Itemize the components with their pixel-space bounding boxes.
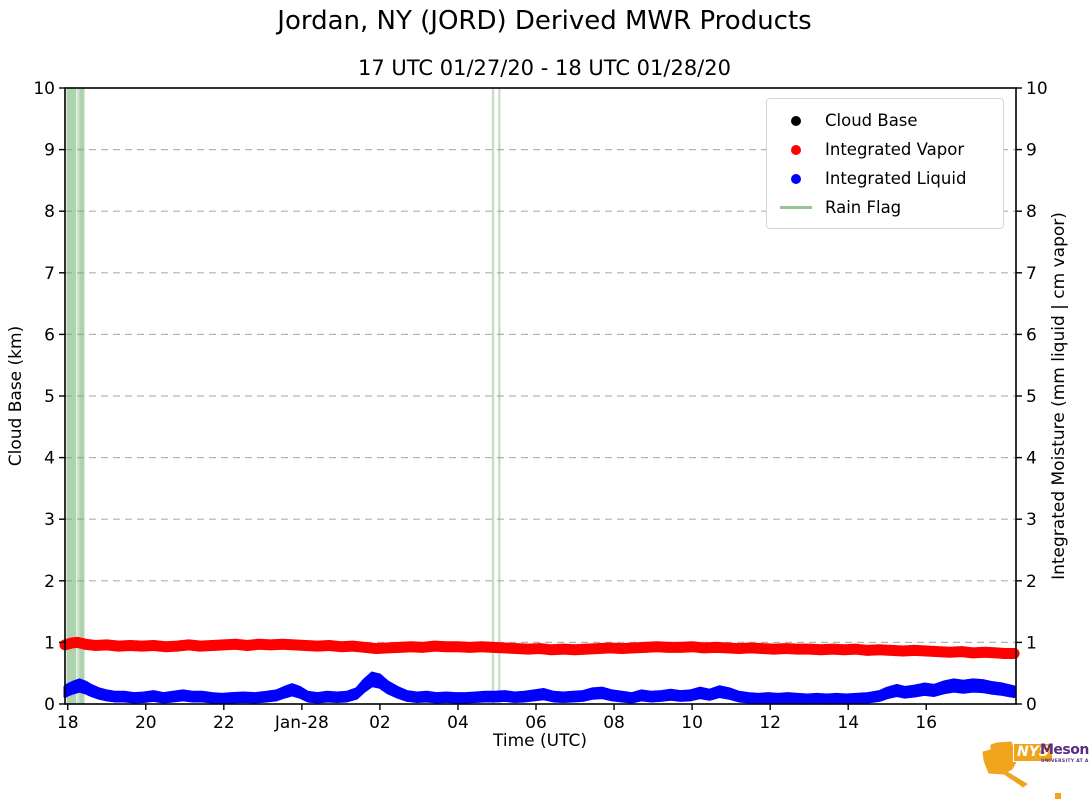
legend-marker-cell [767, 206, 825, 209]
y-tick-label-right-1: 1 [1026, 633, 1037, 653]
integrated-vapor-dot-icon [791, 144, 801, 155]
y-axis-label-right: Integrated Moisture (mm liquid | cm vapo… [1049, 212, 1069, 580]
x-tick-label-06: 06 [525, 713, 547, 733]
legend-marker-cell [767, 144, 825, 155]
y-tick-label-right-7: 7 [1026, 264, 1037, 284]
y-tick-label-left-2: 2 [44, 572, 55, 592]
rain-flag-band-0 [66, 88, 77, 704]
legend-item-integrated-liquid: Integrated Liquid [767, 164, 1003, 193]
x-tick-label-20: 20 [135, 713, 157, 733]
y-tick-label-left-3: 3 [44, 510, 55, 530]
rain-flag-line-icon [780, 206, 812, 209]
y-tick-label-right-9: 9 [1026, 141, 1037, 161]
x-tick-label-12: 12 [759, 713, 781, 733]
x-tick-label-04: 04 [447, 713, 469, 733]
x-tick-label-02: 02 [369, 713, 391, 733]
integrated-liquid-dot-icon [791, 173, 801, 184]
logo-nys-text: NYS [1013, 743, 1053, 762]
chart-title: Jordan, NY (JORD) Derived MWR Products [277, 6, 812, 36]
rain-flag-band-3 [491, 88, 495, 704]
x-tick-label-22: 22 [213, 713, 235, 733]
y-tick-label-left-1: 1 [44, 633, 55, 653]
logo-orange-square [1055, 793, 1061, 799]
x-tick-label-08: 08 [603, 713, 625, 733]
x-tick-label-14: 14 [837, 713, 859, 733]
y-tick-label-left-10: 10 [33, 79, 55, 99]
y-axis-label-left: Cloud Base (km) [6, 325, 26, 467]
legend-label-cloud-base: Cloud Base [825, 111, 918, 130]
x-tick-label-10: 10 [681, 713, 703, 733]
y-tick-label-left-7: 7 [44, 264, 55, 284]
y-tick-label-left-4: 4 [44, 449, 55, 469]
y-tick-label-right-5: 5 [1026, 387, 1037, 407]
integrated-vapor-trace [59, 636, 1020, 659]
y-tick-label-left-0: 0 [44, 695, 55, 715]
chart-subtitle: 17 UTC 01/27/20 - 18 UTC 01/28/20 [358, 56, 731, 80]
rain-flag-band-4 [498, 88, 501, 704]
y-tick-label-right-4: 4 [1026, 449, 1037, 469]
y-tick-label-right-6: 6 [1026, 325, 1037, 345]
logo-mesonet-text: Mesonet [1040, 742, 1089, 758]
y-tick-label-left-6: 6 [44, 325, 55, 345]
y-tick-label-right-3: 3 [1026, 510, 1037, 530]
rain-flag-band-1 [77, 88, 80, 704]
logo-tagline-text: UNIVERSITY AT ALBANY [1041, 759, 1089, 764]
legend-box: Cloud Base Integrated Vapor Integrated Liq… [766, 98, 1004, 229]
legend-marker-cell [767, 173, 825, 184]
y-tick-label-right-10: 10 [1026, 79, 1048, 99]
x-axis-label: Time (UTC) [493, 731, 587, 751]
nys-mesonet-logo: NYS Mesonet UNIVERSITY AT ALBANY [977, 736, 1089, 800]
legend-item-integrated-vapor: Integrated Vapor [767, 135, 1003, 164]
rain-flag-band-2 [79, 88, 85, 704]
x-tick-label-18: 18 [57, 713, 79, 733]
legend-label-integrated-liquid: Integrated Liquid [825, 169, 967, 188]
integrated-liquid-trace [63, 671, 1016, 705]
legend-item-rain-flag: Rain Flag [767, 193, 1003, 222]
legend-label-rain-flag: Rain Flag [825, 198, 902, 217]
y-tick-label-left-9: 9 [44, 141, 55, 161]
y-tick-label-left-5: 5 [44, 387, 55, 407]
y-tick-label-right-2: 2 [1026, 572, 1037, 592]
legend-item-cloud-base: Cloud Base [767, 106, 1003, 135]
cloud-base-dot-icon [791, 115, 801, 126]
legend-marker-cell [767, 115, 825, 126]
x-tick-label-Jan-28: Jan-28 [274, 713, 329, 733]
y-tick-label-right-0: 0 [1026, 695, 1037, 715]
legend-label-integrated-vapor: Integrated Vapor [825, 140, 965, 159]
x-tick-label-16: 16 [915, 713, 937, 733]
y-tick-label-right-8: 8 [1026, 202, 1037, 222]
y-tick-label-left-8: 8 [44, 202, 55, 222]
